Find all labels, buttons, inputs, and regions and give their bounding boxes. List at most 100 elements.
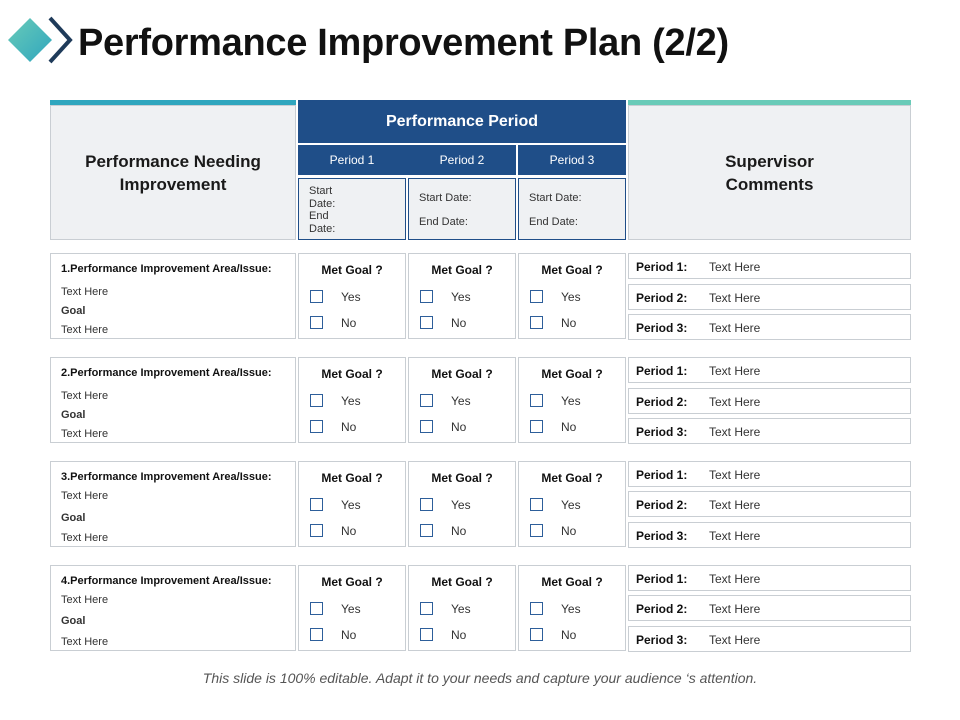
yes-label: Yes [451,498,471,512]
comment-period-label: Period 3: [636,529,688,543]
no-label: No [451,316,467,330]
yes-checkbox[interactable] [420,290,433,303]
comment-period-label: Period 2: [636,498,688,512]
comment-field[interactable]: Period 1: Text Here [628,461,911,487]
comment-text: Text Here [709,364,761,378]
period-3-dates: Start Date: End Date: [518,178,626,240]
no-checkbox[interactable] [310,420,323,433]
goal-label: Goal [61,409,86,421]
met-goal-title: Met Goal ? [541,367,603,381]
met-goal-cell: Met Goal ? Yes No [408,253,516,339]
yes-label: Yes [341,498,361,512]
no-checkbox[interactable] [420,420,433,433]
period-group-1-2 [298,145,516,175]
yes-checkbox[interactable] [420,394,433,407]
met-goal-cell: Met Goal ? Yes No [518,461,626,547]
no-checkbox[interactable] [530,524,543,537]
comment-period-label: Period 2: [636,395,688,409]
goal-label: Goal [61,305,86,317]
no-label: No [561,316,577,330]
comment-field[interactable]: Period 1: Text Here [628,565,911,591]
area-text: Text Here [61,390,109,402]
comment-field[interactable]: Period 1: Text Here [628,357,911,383]
no-checkbox[interactable] [420,524,433,537]
met-goal-title: Met Goal ? [321,471,383,485]
met-goal-cell: Met Goal ? Yes No [518,253,626,339]
met-goal-cell: Met Goal ? Yes No [518,357,626,443]
area-text: Text Here [61,286,109,298]
comment-field[interactable]: Period 3: Text Here [628,314,911,340]
no-label: No [561,524,577,538]
no-checkbox[interactable] [530,628,543,641]
yes-checkbox[interactable] [530,602,543,615]
period-3-label: Period 3 [549,153,595,167]
footer-note: This slide is 100% editable. Adapt it to… [202,670,758,686]
met-goal-cell: Met Goal ? Yes No [408,565,516,651]
no-label: No [451,628,467,642]
yes-label: Yes [451,290,471,304]
comment-text: Text Here [709,395,761,409]
area-text: Text Here [61,594,109,606]
diamond-chevron-icon [8,16,73,64]
comment-period-label: Period 1: [636,468,688,482]
comment-field[interactable]: Period 2: Text Here [628,284,911,310]
goal-label: Goal [61,615,86,627]
yes-checkbox[interactable] [310,394,323,407]
header-accent-bar-left [50,100,296,105]
comment-period-label: Period 2: [636,291,688,305]
yes-checkbox[interactable] [310,602,323,615]
comment-text: Text Here [709,498,761,512]
yes-checkbox[interactable] [420,498,433,511]
comment-text: Text Here [709,425,761,439]
comment-text: Text Here [709,572,761,586]
period-1-dates: Start Date: End Date: [298,178,406,240]
comment-field[interactable]: Period 2: Text Here [628,595,911,621]
header-accent-bar-right [628,100,911,105]
comment-field[interactable]: Period 3: Text Here [628,418,911,444]
comment-period-label: Period 2: [636,602,688,616]
yes-checkbox[interactable] [530,394,543,407]
yes-label: Yes [341,394,361,408]
no-checkbox[interactable] [530,316,543,329]
no-checkbox[interactable] [420,316,433,329]
met-goal-title: Met Goal ? [541,471,603,485]
comment-field[interactable]: Period 3: Text Here [628,626,911,652]
yes-label: Yes [451,394,471,408]
comment-text: Text Here [709,321,761,335]
yes-checkbox[interactable] [530,290,543,303]
no-checkbox[interactable] [420,628,433,641]
yes-checkbox[interactable] [530,498,543,511]
comment-field[interactable]: Period 2: Text Here [628,388,911,414]
period-1-label: Period 1 [329,153,375,167]
yes-checkbox[interactable] [310,498,323,511]
no-checkbox[interactable] [530,420,543,433]
yes-label: Yes [341,602,361,616]
comment-period-label: Period 3: [636,321,688,335]
no-label: No [341,628,357,642]
yes-label: Yes [341,290,361,304]
comment-text: Text Here [709,468,761,482]
yes-checkbox[interactable] [420,602,433,615]
comment-field[interactable]: Period 1: Text Here [628,253,911,279]
comment-text: Text Here [709,529,761,543]
area-title: 3.Performance Improvement Area/Issue: [61,471,272,483]
header-right-label: Supervisor Comments [725,151,814,194]
yes-label: Yes [561,498,581,512]
area-cell-2: 2.Performance Improvement Area/Issue: Te… [50,357,296,443]
area-title: 2.Performance Improvement Area/Issue: [61,367,272,379]
comment-text: Text Here [709,291,761,305]
met-goal-cell: Met Goal ? Yes No [408,357,516,443]
yes-checkbox[interactable] [310,290,323,303]
comment-field[interactable]: Period 2: Text Here [628,491,911,517]
comment-period-label: Period 3: [636,633,688,647]
period-1-start: Start Date: [309,185,336,210]
no-checkbox[interactable] [310,628,323,641]
comment-period-label: Period 1: [636,364,688,378]
yes-label: Yes [561,602,581,616]
goal-text: Text Here [61,324,109,336]
header-supervisor-comments: Supervisor Comments [628,105,911,240]
met-goal-cell: Met Goal ? Yes No [298,565,406,651]
no-checkbox[interactable] [310,316,323,329]
no-checkbox[interactable] [310,524,323,537]
comment-field[interactable]: Period 3: Text Here [628,522,911,548]
